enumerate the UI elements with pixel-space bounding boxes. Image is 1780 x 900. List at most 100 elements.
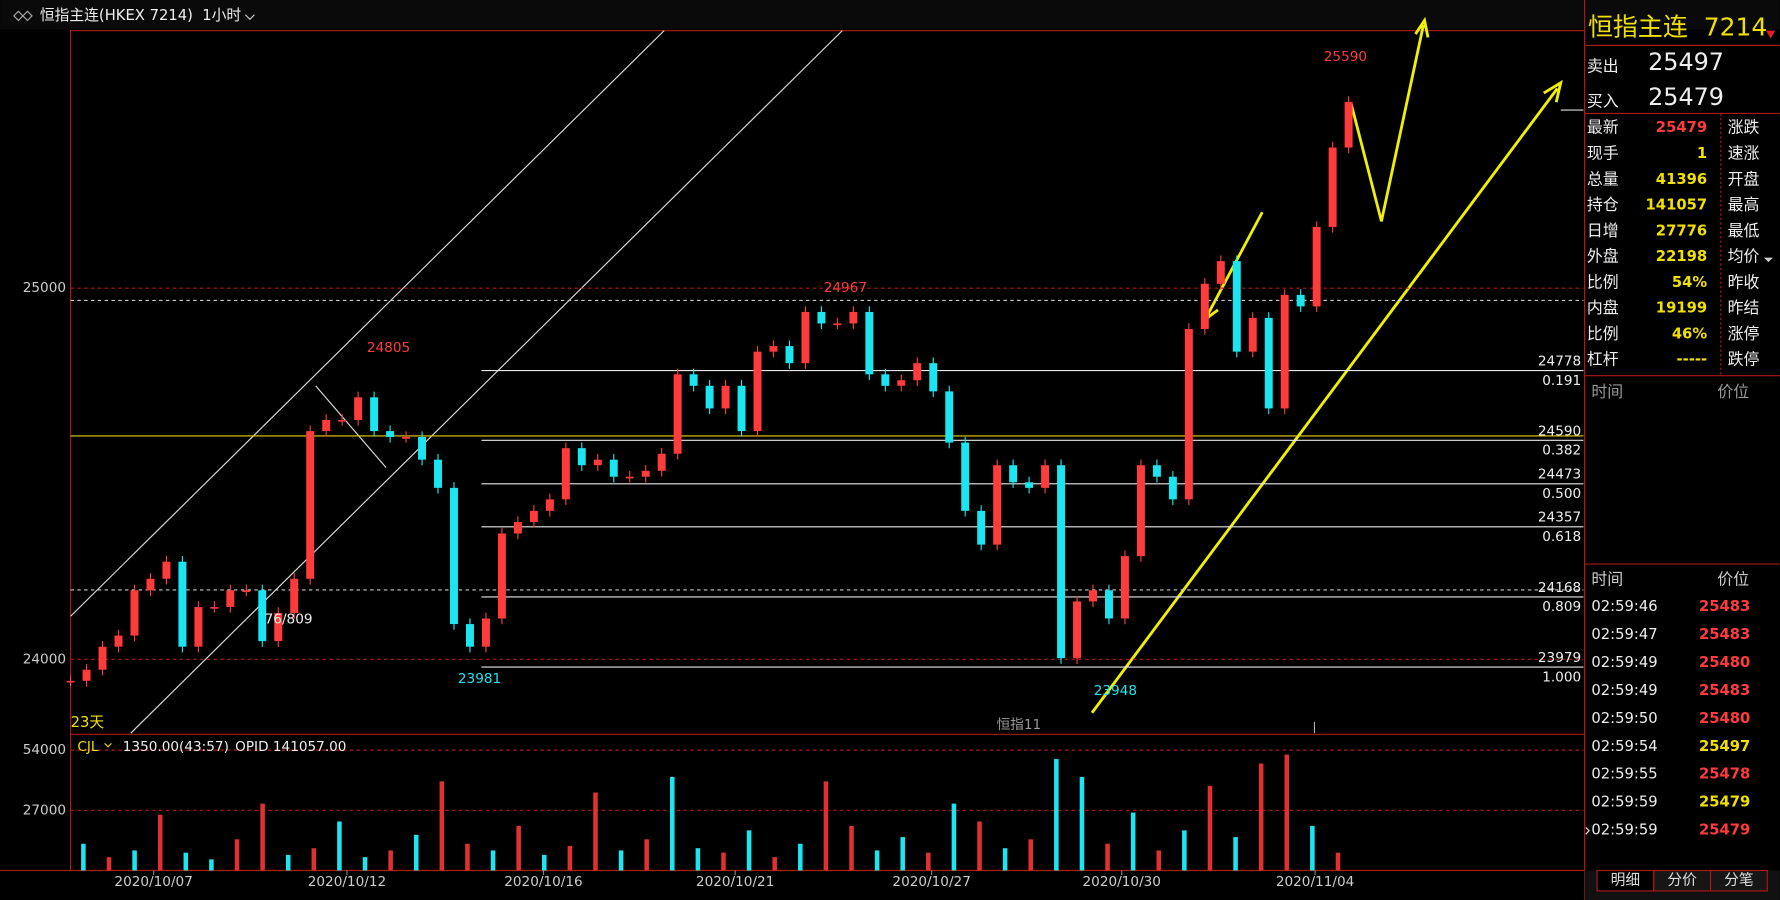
tab[interactable] [1709,869,1768,892]
trade-price: 25483 [1699,682,1750,699]
current-marker [1585,826,1590,835]
volume-bar [1233,837,1238,871]
corner-marker [1766,30,1776,39]
trade-time: 02:59:46 [1591,598,1657,615]
candle [1152,465,1161,477]
stat-label: 杠杆 [1587,350,1619,369]
fib-price: 24357 [1538,510,1581,526]
volume-bar [593,792,598,871]
candle [817,311,826,324]
fib-ratio: 0.809 [1542,599,1581,615]
candle [1089,590,1097,602]
candle [865,311,874,375]
buy-label: 买入 [1587,92,1619,111]
candle [1312,226,1321,307]
volume-bar [1156,850,1162,871]
fib-price: 24473 [1538,467,1581,483]
volume-bar [1130,812,1136,871]
volume-bar [670,776,675,871]
volume-bar [465,843,470,871]
tab-label[interactable]: 分价 [1667,872,1697,889]
note-ratio: 76/809 [265,612,313,628]
candle [577,448,586,466]
top-bar [0,0,1780,30]
tab-label[interactable]: 分笔 [1724,872,1754,889]
candle [1073,601,1081,659]
stat-field: 速涨 [1728,144,1760,163]
candle [1184,329,1193,500]
trade-time: 02:59:49 [1591,682,1657,699]
volume-bar [413,834,419,871]
volume-readout: 1350.00(43:57) [123,739,229,755]
candle [849,311,858,324]
stat-field: 涨停 [1728,324,1760,343]
drawings [70,16,1584,734]
candle [625,476,634,479]
candle [993,465,1002,545]
fib-price: 24590 [1538,423,1581,439]
candle [274,612,283,642]
volume-bar [516,825,521,871]
trade-price: 25478 [1699,766,1750,783]
x-tick-label: 2020/10/27 [892,874,970,890]
stat-dropdown[interactable] [1763,257,1773,263]
symbol: 恒指主连(HKEX 7214) [40,7,193,24]
volume-bar [644,839,649,871]
volume-bar [234,839,240,871]
quote-name: 恒指主连 [1588,12,1688,41]
volume-bar [1207,785,1213,871]
period[interactable]: 1小时 [202,7,241,24]
stat-label: 现手 [1587,144,1619,163]
y-tick-label: 27000 [23,802,66,818]
volume-bar [823,781,829,871]
volume-bar [1105,843,1110,871]
volume-dropdown[interactable] [104,742,112,748]
volume-opid: OPID 141057.00 [235,739,346,755]
x-tick-label: 2020/10/21 [696,874,774,890]
candle [673,374,682,454]
channel-line [130,30,843,734]
candle [657,453,666,471]
volume-bar [874,850,880,871]
period-dropdown[interactable] [244,14,255,21]
candle [1328,147,1337,227]
stat-label: 比例 [1587,324,1619,343]
candle [913,363,922,381]
forecast-arrow [1349,16,1430,222]
tab-label[interactable]: 明细 [1611,872,1641,889]
stat-value: ----- [1677,351,1708,368]
candle [354,397,363,420]
volume-bar [1028,839,1034,871]
candle [66,680,75,683]
trade-time: 02:59:47 [1591,626,1657,643]
volume-bar [618,850,624,871]
stat-field: 最高 [1728,195,1760,214]
candle [689,374,698,386]
candle [641,470,650,477]
candle [705,385,714,409]
volume-bar [1182,830,1187,871]
link-icon[interactable] [13,10,33,22]
fib-ratio: 0.191 [1542,373,1581,389]
trades-header: 价位 [1717,569,1749,588]
stat-field: 跌停 [1728,350,1760,369]
volume-title[interactable]: CJL [77,739,99,755]
candle [1120,556,1129,619]
candle [737,385,746,432]
stat-value: 19199 [1656,300,1707,317]
trade-price: 25479 [1699,822,1750,839]
trend-arrow [1090,79,1563,714]
sell-label: 卖出 [1587,56,1619,75]
candle [1009,465,1018,483]
stat-field: 最低 [1728,221,1760,240]
volume-bar [81,843,86,871]
candle [833,323,842,326]
stat-label: 持仓 [1587,195,1619,214]
trade-time: 02:59:55 [1591,766,1657,783]
volume-bar [695,848,701,871]
volume-bar [439,781,445,871]
stat-field: 开盘 [1728,169,1760,188]
trade-time: 02:59:54 [1591,738,1657,755]
note-days: 23天 [71,714,105,731]
